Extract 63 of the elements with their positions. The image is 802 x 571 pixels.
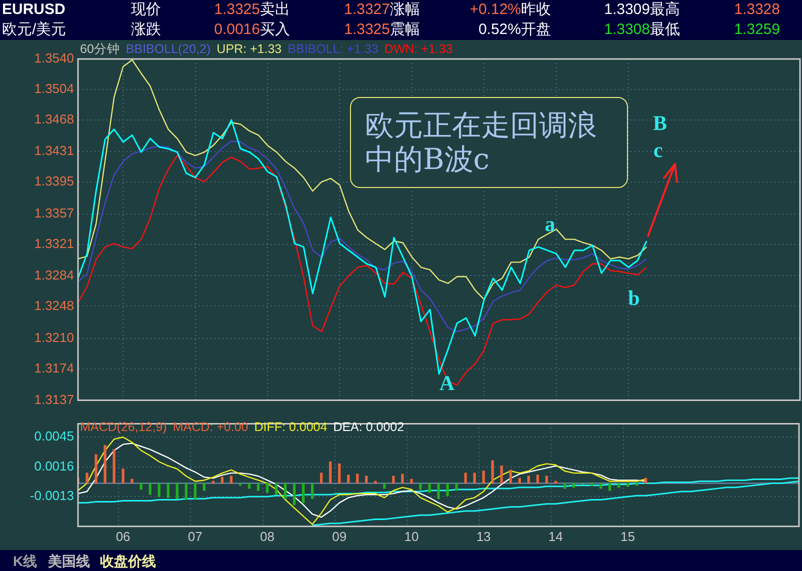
text: 1.3309 (604, 1, 650, 19)
text: UPR: +1.33 (216, 42, 282, 56)
x-tick-label: 10 (404, 528, 419, 544)
annotation: 欧元正在走回调浪中的B波c (350, 97, 628, 188)
y-tick-label: 1.3248 (34, 298, 74, 313)
text: 现价 (131, 1, 161, 19)
text: 美国线 (48, 552, 90, 570)
text: 0.52% (478, 21, 521, 39)
text: 1.3325 (214, 1, 260, 19)
y-tick-label: 1.3321 (34, 236, 74, 251)
annotation: c (653, 138, 663, 162)
text: MACD: +0.00 (172, 420, 248, 434)
y-tick-label: 1.3210 (34, 330, 74, 345)
text: 昨收 (521, 1, 551, 19)
x-tick-label: 13 (476, 528, 491, 544)
text: 1.3327 (344, 1, 390, 19)
text: 买入 (260, 21, 290, 39)
text: 最高 (650, 1, 680, 19)
x-tick-label: 07 (188, 528, 202, 544)
text: 1.3259 (734, 21, 780, 39)
text: 1.3308 (604, 21, 650, 39)
annotation: a (544, 212, 556, 236)
x-tick-label: 08 (260, 528, 274, 544)
text: DIFF: 0.0004 (254, 420, 328, 434)
y-tick-label: 1.3431 (34, 142, 74, 158)
y-tick-label: 1.3395 (34, 173, 74, 188)
y-tick-label: 1.3174 (34, 360, 74, 376)
text: 0.0016 (214, 21, 260, 39)
y-tick-label: -0.0013 (30, 488, 74, 504)
chart-title: MACD(26,12,9) (80, 420, 167, 434)
text: +0.12% (470, 1, 521, 19)
text: 开盘 (521, 21, 551, 39)
text: 涨幅 (390, 1, 420, 19)
text: 最低 (650, 21, 680, 39)
annotation: A (439, 371, 455, 395)
text: 收盘价线 (100, 552, 156, 570)
annotation: B (652, 111, 668, 135)
chart-title: 60分钟 (80, 42, 120, 56)
y-tick-label: 1.3468 (34, 112, 74, 127)
text: 震幅 (390, 21, 420, 39)
text: DEA: 0.0002 (333, 420, 404, 434)
text: EURUSD (2, 1, 66, 19)
text: BBIBOLL: +1.33 (288, 42, 378, 56)
x-tick-label: 14 (548, 528, 563, 544)
y-tick-label: 1.3357 (34, 206, 74, 221)
y-tick-label: 0.0016 (34, 458, 74, 474)
y-tick-label: 0.0045 (34, 428, 74, 444)
legend-title: BBIBOLL(20,2) (126, 42, 211, 56)
y-tick-label: 1.3504 (34, 81, 74, 96)
x-tick-label: 09 (332, 528, 347, 544)
text: 卖出 (260, 1, 290, 19)
text: K线 (13, 552, 38, 570)
y-tick-label: 1.3540 (34, 50, 74, 66)
text: 1.3328 (734, 1, 780, 19)
text: 1.3325 (344, 21, 390, 39)
y-tick-label: 1.3284 (34, 267, 74, 282)
x-tick-label: 06 (116, 528, 130, 544)
text: 涨跌 (131, 21, 161, 39)
annotation: b (628, 286, 640, 310)
y-tick-label: 1.3137 (34, 392, 74, 407)
text: DWN: +1.33 (384, 42, 453, 56)
x-tick-label: 15 (620, 528, 635, 544)
text: 欧元/美元 (2, 21, 66, 39)
